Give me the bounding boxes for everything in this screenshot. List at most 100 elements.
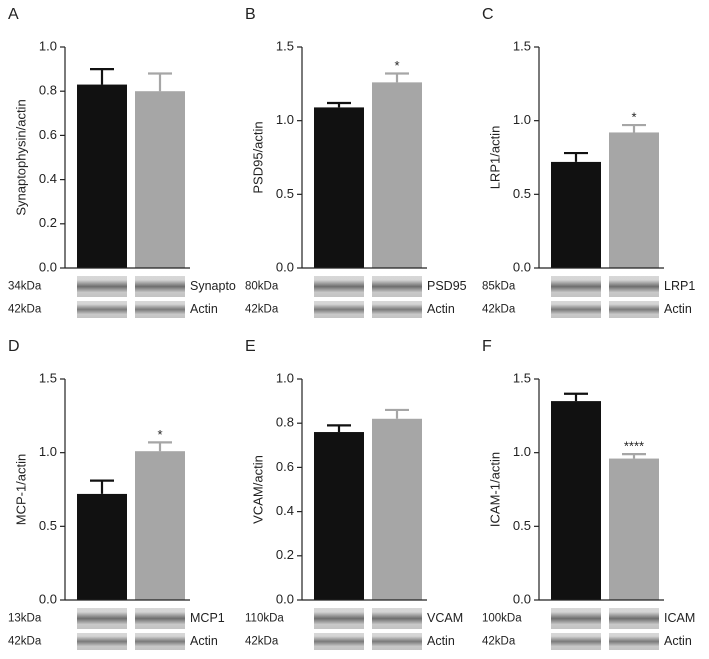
blot-band — [551, 304, 601, 315]
y-tick-label: 0.2 — [276, 547, 294, 562]
blot-band — [135, 612, 185, 625]
y-tick-label: 1.0 — [39, 444, 57, 459]
blot-name: Actin — [427, 634, 455, 648]
bar — [77, 84, 127, 268]
blot-kda: 100kDa — [482, 613, 522, 625]
y-axis-label: ICAM-1/actin — [487, 452, 502, 527]
error-bar — [564, 151, 588, 162]
panel-label: A — [8, 6, 19, 23]
bar — [551, 401, 601, 600]
y-tick-label: 0.0 — [276, 259, 294, 274]
y-tick-label: 1.0 — [39, 38, 57, 53]
blot-band — [314, 304, 364, 315]
y-axis-label: VCAM/actin — [250, 455, 265, 524]
panel-label: D — [8, 338, 20, 355]
error-bar — [327, 424, 351, 433]
bar — [372, 82, 422, 268]
y-tick-label: 0.8 — [39, 83, 57, 98]
y-tick-label: 0.6 — [276, 459, 294, 474]
error-bar — [90, 68, 114, 85]
blot-name: ICAM — [664, 611, 695, 625]
blot-band — [372, 636, 422, 647]
blot-band — [551, 280, 601, 293]
blot-band — [372, 280, 422, 293]
y-axis-label: PSD95/actin — [250, 121, 265, 193]
y-tick-label: 1.0 — [513, 444, 531, 459]
significance: * — [631, 110, 636, 125]
significance: * — [157, 427, 162, 442]
panel: D MCP-1/actin 0.0 0.5 1.0 1.5 * 13kDa MCP1 42kDa A… — [8, 338, 225, 650]
bar — [314, 432, 364, 600]
blot-band — [609, 280, 659, 293]
y-tick-label: 0.0 — [39, 591, 57, 606]
blot-kda: 80kDa — [245, 281, 279, 293]
error-bar — [148, 72, 172, 92]
y-tick-label: 1.5 — [39, 370, 57, 385]
y-tick-label: 1.5 — [513, 370, 531, 385]
panel: A Synaptophysin/actin 0.0 0.2 0.4 0.6 0.8 1.0 34… — [8, 6, 236, 318]
blot-kda: 110kDa — [245, 613, 284, 625]
blot-band — [314, 612, 364, 625]
y-tick-label: 0.5 — [39, 518, 57, 533]
blot-band — [551, 612, 601, 625]
bar — [551, 161, 601, 268]
y-tick-label: 1.5 — [513, 38, 531, 53]
blot-kda: 42kDa — [245, 304, 279, 316]
blot-band — [609, 612, 659, 625]
error-bar — [622, 123, 646, 133]
y-tick-label: 0.4 — [276, 503, 294, 518]
y-tick-label: 1.5 — [276, 38, 294, 53]
significance: **** — [624, 439, 644, 454]
y-tick-label: 0.0 — [513, 591, 531, 606]
blot-band — [77, 304, 127, 315]
blot-band — [314, 280, 364, 293]
blot-name: Actin — [190, 302, 218, 316]
blot-kda: 42kDa — [482, 636, 516, 648]
y-tick-label: 0.2 — [39, 215, 57, 230]
blot-name: VCAM — [427, 611, 463, 625]
blot-band — [77, 612, 127, 625]
y-tick-label: 1.0 — [276, 112, 294, 127]
y-tick-label: 0.0 — [39, 259, 57, 274]
blot-kda: 34kDa — [8, 281, 42, 293]
panel-label: F — [482, 338, 492, 355]
y-tick-label: 0.5 — [276, 186, 294, 201]
y-tick-label: 0.0 — [513, 259, 531, 274]
y-tick-label: 0.8 — [276, 415, 294, 430]
error-bar — [327, 101, 351, 108]
blot-kda: 42kDa — [482, 304, 516, 316]
blot-band — [314, 636, 364, 647]
blot-band — [135, 280, 185, 293]
blot-name: LRP1 — [664, 279, 695, 293]
panel: B PSD95/actin 0.0 0.5 1.0 1.5 * 80kDa PSD95 42kDa… — [245, 6, 467, 318]
blot-band — [135, 636, 185, 647]
blot-kda: 85kDa — [482, 281, 516, 293]
error-bar — [148, 441, 172, 452]
bar — [135, 451, 185, 600]
error-bar — [385, 408, 409, 419]
panel: C LRP1/actin 0.0 0.5 1.0 1.5 * 85kDa LRP1 42kDa Ac… — [482, 6, 695, 318]
error-bar — [385, 72, 409, 83]
blot-band — [77, 280, 127, 293]
y-tick-label: 1.0 — [276, 370, 294, 385]
bar — [135, 91, 185, 268]
bar — [77, 493, 127, 600]
error-bar — [90, 479, 114, 494]
bar — [609, 458, 659, 600]
y-tick-label: 1.0 — [513, 112, 531, 127]
y-tick-label: 0.6 — [39, 127, 57, 142]
blot-name: Synapto — [190, 279, 236, 293]
blot-name: Actin — [664, 302, 692, 316]
panel: E VCAM/actin 0.0 0.2 0.4 0.6 0.8 1.0 110kDa VCAM 4… — [245, 338, 463, 650]
y-tick-label: 0.5 — [513, 518, 531, 533]
blot-band — [77, 636, 127, 647]
blot-kda: 42kDa — [8, 304, 42, 316]
panel-label: E — [245, 338, 256, 355]
panel-label: B — [245, 6, 256, 23]
error-bar — [564, 392, 588, 402]
blot-name: PSD95 — [427, 279, 467, 293]
y-axis-label: MCP-1/actin — [13, 454, 28, 526]
blot-band — [372, 612, 422, 625]
y-tick-label: 0.4 — [39, 171, 57, 186]
y-tick-label: 0.0 — [276, 591, 294, 606]
